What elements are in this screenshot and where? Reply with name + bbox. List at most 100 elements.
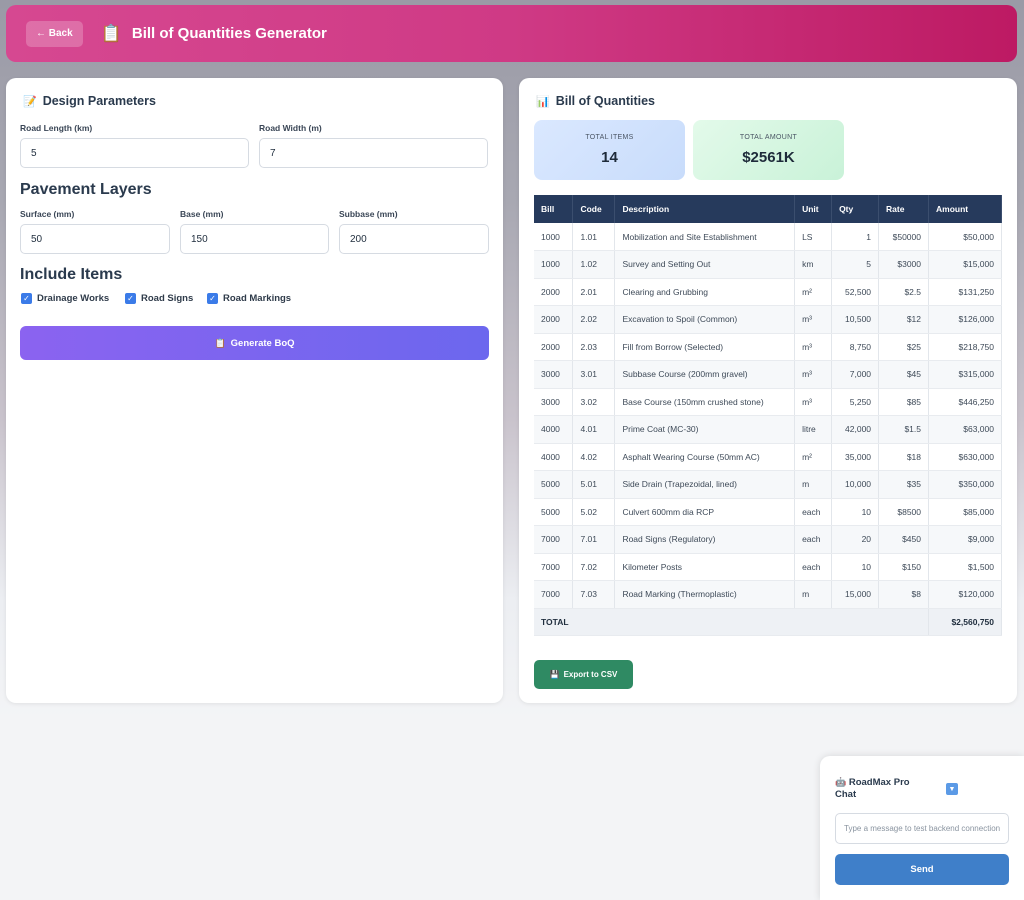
table-row: 4000 4.01 Prime Coat (MC-30) litre 42,000 $1.… xyxy=(534,415,1002,444)
total-items-stat: TOTAL ITEMS 14 xyxy=(534,120,685,180)
chat-message-input[interactable]: Type a message to test backend connectio… xyxy=(835,813,1009,844)
table-cell: $8 xyxy=(878,580,929,609)
road-signs-label: Road Signs xyxy=(141,293,194,304)
column-header: Unit xyxy=(794,195,833,223)
column-header: Description xyxy=(614,195,796,223)
drainage-works-label: Drainage Works xyxy=(37,293,110,304)
bill-of-quantities-title: Bill of Quantities xyxy=(555,94,656,108)
table-cell: Clearing and Grubbing xyxy=(614,278,796,306)
table-cell: $1,500 xyxy=(928,553,1002,581)
table-cell: m³ xyxy=(794,333,833,361)
table-row: 5000 5.01 Side Drain (Trapezoidal, lined) m… xyxy=(534,470,1002,499)
table-cell: $63,000 xyxy=(928,415,1002,444)
table-cell: 35,000 xyxy=(831,443,880,471)
table-cell: $315,000 xyxy=(928,360,1002,389)
road-markings-label: Road Markings xyxy=(223,293,292,304)
chevron-down-icon[interactable]: ▼ xyxy=(946,783,958,795)
table-cell: 42,000 xyxy=(831,415,880,444)
table-cell: 3.01 xyxy=(572,360,616,389)
design-parameters-title: Design Parameters xyxy=(42,94,156,108)
generate-boq-label: Generate BoQ xyxy=(230,337,295,349)
table-cell: $450 xyxy=(878,525,929,554)
back-button[interactable]: ← Back xyxy=(26,20,83,47)
base-label: Base (mm) xyxy=(180,209,224,219)
table-cell: $446,250 xyxy=(928,388,1002,416)
table-cell: m³ xyxy=(794,360,833,389)
bill-of-quantities-card: 📊 Bill of Quantities TOTAL ITEMS 14 TOTA… xyxy=(519,78,1017,703)
road-markings-checkbox[interactable]: ✓ xyxy=(207,293,218,304)
chat-widget: 🤖 RoadMax Pro Chat ▼ Type a message to t… xyxy=(820,756,1024,900)
boq-table: Bill Code Description Unit Qty Rate Amou… xyxy=(534,195,1002,636)
table-cell: 3000 xyxy=(534,388,574,416)
table-cell: $35 xyxy=(878,470,929,499)
table-row: 3000 3.02 Base Course (150mm crushed stone… xyxy=(534,388,1002,416)
table-cell: $131,250 xyxy=(928,278,1002,306)
table-cell: $12 xyxy=(878,305,929,334)
table-cell: m² xyxy=(794,278,833,306)
pavement-layers-heading: Pavement Layers xyxy=(20,181,152,198)
table-cell: each xyxy=(794,553,833,581)
total-amount-label: TOTAL AMOUNT xyxy=(739,134,798,141)
clipboard-icon: 📋 xyxy=(214,337,226,348)
subbase-label: Subbase (mm) xyxy=(339,209,398,219)
table-cell: 5000 xyxy=(534,470,574,499)
table-cell: 5.02 xyxy=(572,498,616,526)
road-length-label: Road Length (km) xyxy=(20,123,93,133)
table-cell: 3000 xyxy=(534,360,574,389)
road-signs-checkbox[interactable]: ✓ xyxy=(125,293,136,304)
chat-title-text: RoadMax Pro Chat xyxy=(835,777,910,800)
drainage-works-option[interactable]: ✓ Drainage Works xyxy=(21,293,109,304)
surface-input[interactable]: 50 xyxy=(20,224,170,254)
app-header: ← Back 📋 Bill of Quantities Generator xyxy=(6,5,1017,62)
table-cell: $50000 xyxy=(878,223,929,251)
table-cell: each xyxy=(794,525,833,554)
table-cell: 10 xyxy=(831,553,880,581)
table-cell: 2000 xyxy=(534,278,574,306)
table-cell: Asphalt Wearing Course (50mm AC) xyxy=(614,443,796,471)
table-cell: 1000 xyxy=(534,250,574,279)
table-cell: $9,000 xyxy=(928,525,1002,554)
base-input[interactable]: 150 xyxy=(180,224,329,254)
table-row: 1000 1.02 Survey and Setting Out km 5 $3000 $1… xyxy=(534,250,1002,279)
table-cell: Fill from Borrow (Selected) xyxy=(614,333,796,361)
table-cell: litre xyxy=(794,415,833,444)
table-cell: Mobilization and Site Establishment xyxy=(614,223,796,251)
chat-title: 🤖 RoadMax Pro Chat xyxy=(835,776,915,801)
table-cell: 2000 xyxy=(534,333,574,361)
table-cell: m xyxy=(794,580,833,609)
table-cell: 5,250 xyxy=(831,388,880,416)
road-signs-option[interactable]: ✓ Road Signs xyxy=(125,293,193,304)
export-csv-button[interactable]: 💾 Export to CSV xyxy=(534,660,633,689)
road-length-input[interactable]: 5 xyxy=(20,138,249,168)
table-cell: $1.5 xyxy=(878,415,929,444)
subbase-input[interactable]: 200 xyxy=(339,224,489,254)
table-cell: $150 xyxy=(878,553,929,581)
table-cell: 1.01 xyxy=(572,223,616,251)
table-cell: 1.02 xyxy=(572,250,616,279)
table-cell: $350,000 xyxy=(928,470,1002,499)
table-cell: m² xyxy=(794,443,833,471)
generate-boq-button[interactable]: 📋 Generate BoQ xyxy=(20,326,489,360)
table-cell: Prime Coat (MC-30) xyxy=(614,415,796,444)
table-cell: Road Marking (Thermoplastic) xyxy=(614,580,796,609)
table-cell: 3.02 xyxy=(572,388,616,416)
table-cell: Base Course (150mm crushed stone) xyxy=(614,388,796,416)
column-header: Rate xyxy=(878,195,929,223)
table-cell: $126,000 xyxy=(928,305,1002,334)
table-cell: 52,500 xyxy=(831,278,880,306)
table-cell: $18 xyxy=(878,443,929,471)
total-items-value: 14 xyxy=(601,149,618,166)
table-cell: 4.01 xyxy=(572,415,616,444)
drainage-works-checkbox[interactable]: ✓ xyxy=(21,293,32,304)
send-button[interactable]: Send xyxy=(835,854,1009,885)
road-width-input[interactable]: 7 xyxy=(259,138,488,168)
export-csv-label: Export to CSV xyxy=(563,670,618,679)
table-row: 2000 2.03 Fill from Borrow (Selected) m³ 8,7… xyxy=(534,333,1002,361)
table-cell: 4.02 xyxy=(572,443,616,471)
total-label: TOTAL xyxy=(534,608,929,636)
road-markings-option[interactable]: ✓ Road Markings xyxy=(207,293,291,304)
table-cell: m xyxy=(794,470,833,499)
design-parameters-card: 📝 Design Parameters Road Length (km) 5 R… xyxy=(6,78,503,703)
table-cell: 2.03 xyxy=(572,333,616,361)
table-cell: 7000 xyxy=(534,525,574,554)
